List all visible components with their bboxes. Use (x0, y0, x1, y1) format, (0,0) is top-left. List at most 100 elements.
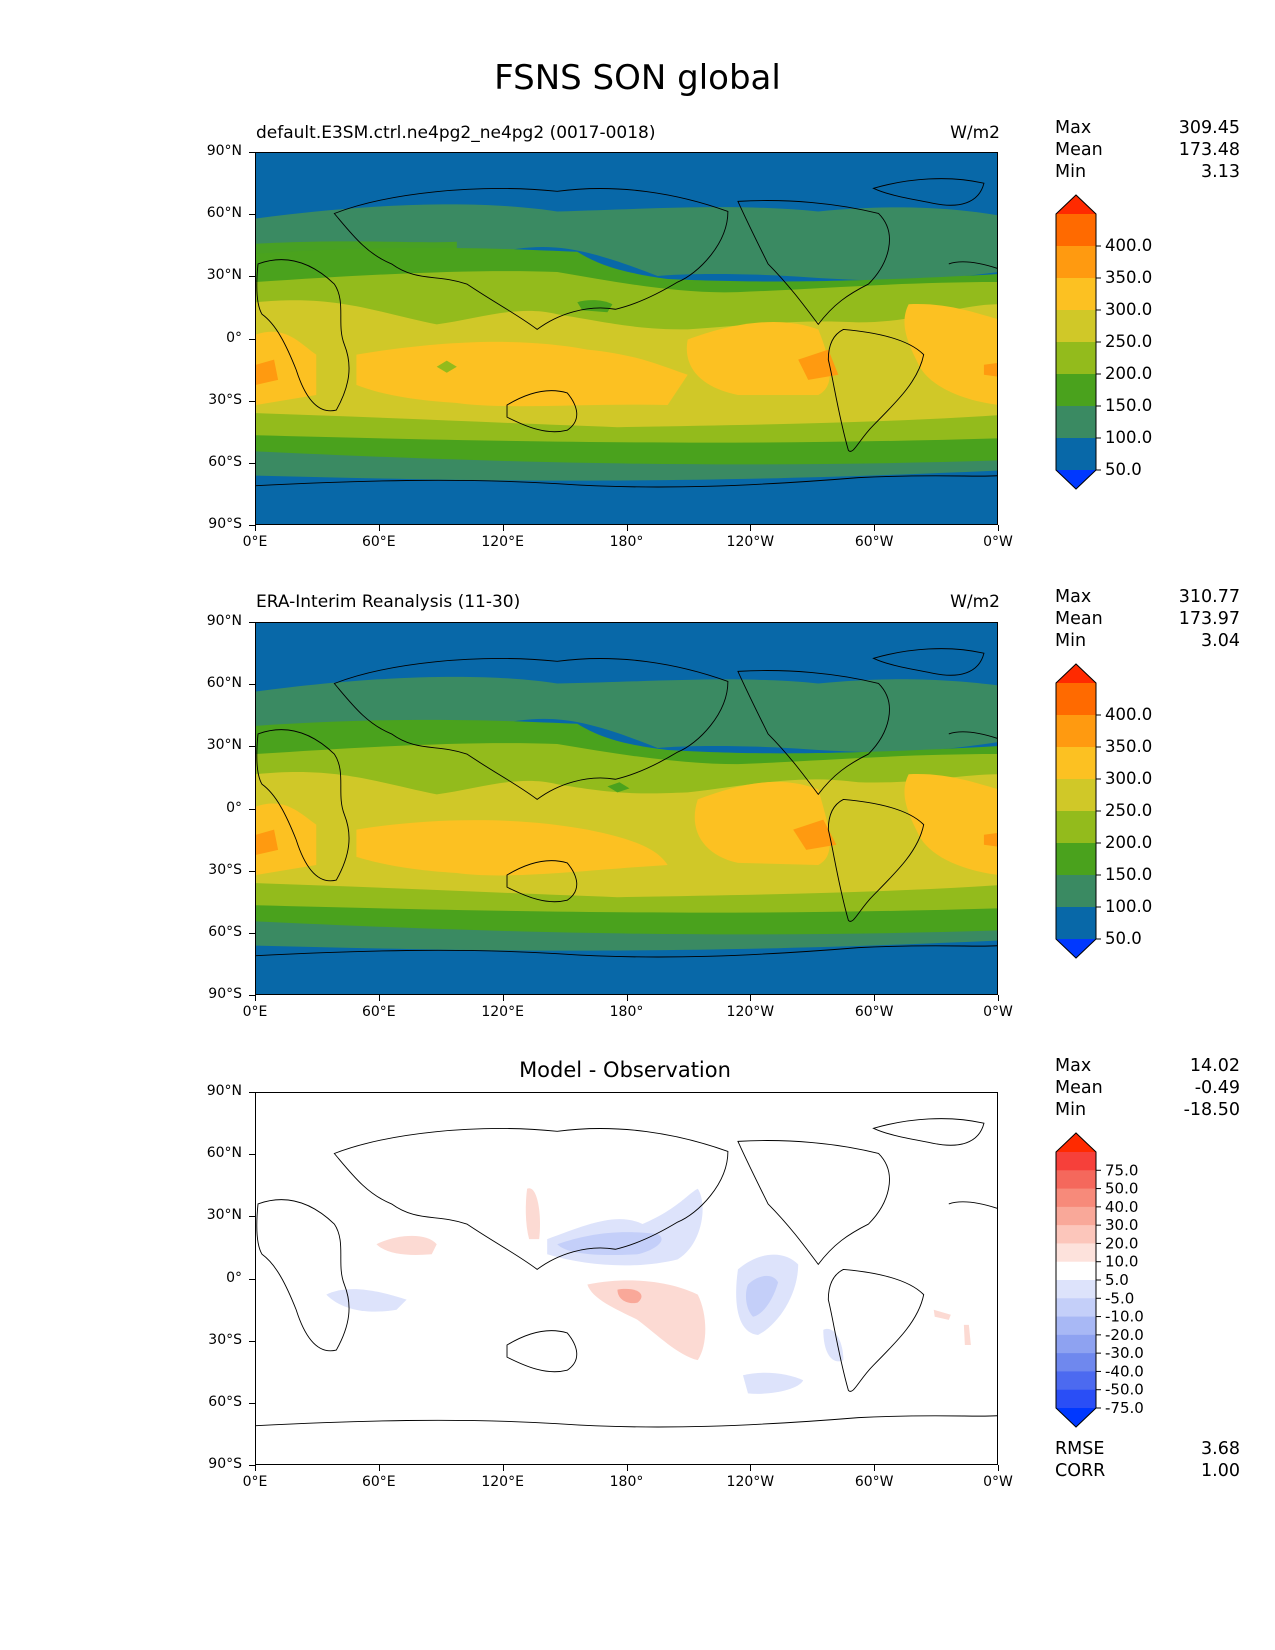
colorbar-label: 350.0 (1105, 737, 1152, 756)
panel-2-mean-label: Mean (1055, 609, 1103, 629)
colorbar-label: 50.0 (1105, 1180, 1138, 1198)
colorbar-segment (1056, 715, 1096, 748)
colorbar-segment (1056, 779, 1096, 812)
panel-3-ytick-mark (249, 1154, 255, 1156)
colorbar-label: -5.0 (1105, 1289, 1134, 1307)
panel-3-ytick-label: 30°N (206, 1207, 242, 1224)
panel-2-ytick-label: 30°S (208, 861, 242, 878)
colorbar-label: 400.0 (1105, 705, 1152, 724)
panel-1-xtick-mark (378, 525, 380, 531)
panel-2-xtick-mark (998, 995, 999, 1001)
colorbar-label: -30.0 (1105, 1344, 1144, 1362)
panel-2-ytick-mark (249, 746, 255, 748)
panel-1-xtick-mark (998, 525, 999, 531)
panel-2-xtick-mark (502, 995, 504, 1001)
colorbar-label: -10.0 (1105, 1308, 1144, 1326)
colorbar-label: 50.0 (1105, 460, 1142, 479)
panel-3-xtick-mark (998, 1465, 999, 1471)
corr-value: 1.00 (1201, 1461, 1240, 1481)
panel-1-ytick-label: 30°N (206, 267, 242, 284)
panel-3-xtick-label: 60°E (361, 1474, 396, 1490)
colorbar-bottom-extension (1056, 1408, 1096, 1427)
panel-3-ytick-label: 0° (226, 1269, 242, 1286)
panel-2-ytick-mark (249, 622, 255, 623)
colorbar-segment (1056, 1298, 1096, 1318)
panel-3-ytick-mark (249, 1092, 255, 1093)
panel-3-xtick-mark (378, 1465, 380, 1471)
panel-3-ytick-label: 90°N (206, 1083, 242, 1099)
panel-3-xtick-label: 180° (609, 1474, 644, 1490)
panel-2-ytick-label: 90°S (208, 986, 242, 1002)
panel-3-min-value: -18.50 (1183, 1100, 1240, 1120)
panel-3-title: Model - Observation (519, 1058, 731, 1082)
colorbar-label: 5.0 (1105, 1271, 1129, 1289)
panel-3-xtick-label: 0°E (242, 1474, 268, 1490)
panel-3-ytick-mark (249, 1278, 255, 1280)
panel-3-min-label: Min (1055, 1100, 1087, 1120)
colorbar-label: 50.0 (1105, 929, 1142, 948)
rmse-label: RMSE (1055, 1439, 1105, 1459)
colorbar-segment (1056, 1389, 1096, 1409)
colorbar-segment (1056, 811, 1096, 844)
colorbar-segment (1056, 683, 1096, 716)
colorbar-top-extension (1056, 664, 1096, 683)
panel-2-colorbar: 400.0350.0300.0250.0200.0150.0100.050.00… (1055, 663, 1155, 980)
panel-2-max-value: 310.77 (1178, 587, 1240, 607)
colorbar-segment (1056, 342, 1096, 375)
panel-3-xtick-label: 0°W (983, 1474, 1013, 1490)
colorbar-segment (1056, 246, 1096, 279)
panel-2-max-label: Max (1055, 587, 1092, 607)
panel-2-left-title: ERA-Interim Reanalysis (11-30) (256, 592, 521, 612)
panel-3-max-label: Max (1055, 1056, 1092, 1076)
colorbar-label: 75.0 (1105, 1161, 1138, 1179)
colorbar-label: -50.0 (1105, 1381, 1144, 1399)
colorbar-segment (1056, 278, 1096, 311)
colorbar-label: 150.0 (1105, 396, 1152, 415)
panel-1-map (255, 152, 998, 525)
colorbar-segment (1056, 1371, 1096, 1391)
colorbar-segment (1056, 406, 1096, 439)
colorbar-label: 350.0 (1105, 268, 1152, 287)
panel-1-max-label: Max (1055, 118, 1092, 138)
panel-3-ytick-mark (249, 1402, 255, 1404)
panel-2-xtick-mark (378, 995, 380, 1001)
panel-2-units: W/m2 (950, 592, 1000, 612)
colorbar-label: 150.0 (1105, 865, 1152, 884)
panel-3-mean-value: -0.49 (1194, 1078, 1240, 1098)
panel-1-ytick-mark (249, 152, 255, 153)
colorbar-label: 10.0 (1105, 1253, 1138, 1271)
colorbar-label: 30.0 (1105, 1216, 1138, 1234)
panel-3-ytick-mark (249, 1216, 255, 1218)
panel-1-xtick-label: 180° (609, 534, 644, 550)
colorbar-segment (1056, 747, 1096, 780)
colorbar-segment (1056, 1280, 1096, 1299)
colorbar-label: -40.0 (1105, 1362, 1144, 1380)
panel-1-ytick-mark (249, 214, 255, 216)
colorbar-label: 200.0 (1105, 833, 1152, 852)
panel-1-ytick-label: 0° (226, 329, 242, 346)
panel-1-xtick-mark (874, 525, 876, 531)
panel-2-ytick-mark (249, 684, 255, 686)
figure-title: FSNS SON global (494, 58, 781, 98)
panel-1-ytick-label: 90°N (206, 143, 242, 159)
colorbar-segment (1056, 1334, 1096, 1354)
colorbar-label: 200.0 (1105, 364, 1152, 383)
colorbar-segment (1056, 1316, 1096, 1336)
colorbar-label: -20.0 (1105, 1326, 1144, 1344)
panel-1-ytick-mark (249, 400, 255, 402)
panel-3-map (255, 1092, 998, 1465)
panel-3-xtick-label: 120°W (726, 1474, 775, 1490)
panel-3-ytick-mark (249, 1465, 255, 1466)
panel-2-min-label: Min (1055, 631, 1087, 651)
panel-2-ytick-mark (249, 932, 255, 934)
panel-1-min-value: 3.13 (1201, 162, 1240, 182)
colorbar-segment (1056, 843, 1096, 876)
colorbar-label: 20.0 (1105, 1234, 1138, 1252)
panel-2-ytick-label: 30°N (206, 737, 242, 754)
panel-1-xtick-label: 0°W (983, 534, 1013, 550)
colorbar-top-extension (1056, 1133, 1096, 1152)
panel-2-ytick-mark (249, 995, 255, 996)
colorbar-label: -75.0 (1105, 1399, 1144, 1417)
colorbar-label: 250.0 (1105, 801, 1152, 820)
panel-1-mean-value: 173.48 (1178, 140, 1240, 160)
